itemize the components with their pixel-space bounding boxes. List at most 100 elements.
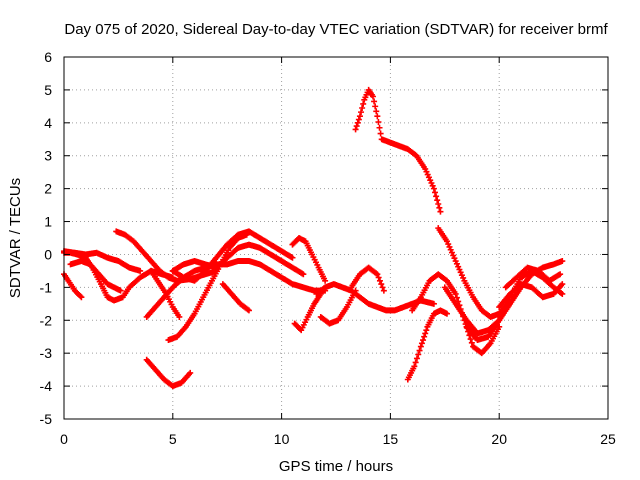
data-point [353, 123, 360, 130]
data-point [412, 359, 419, 366]
x-tick-labels: 0 5 10 15 20 25 [60, 431, 616, 447]
data-point [436, 204, 443, 211]
y-tick-label: -2 [40, 312, 53, 328]
series-track-8 [143, 356, 194, 390]
data-point [300, 271, 307, 278]
series-track-17 [348, 264, 387, 294]
y-tick-label: 0 [44, 246, 52, 262]
data-point [187, 369, 194, 376]
data-point [376, 277, 383, 284]
data-point [377, 130, 384, 137]
data-point [430, 300, 437, 307]
series-track-24 [496, 281, 566, 311]
series-track-3 [61, 271, 85, 301]
data-point [355, 116, 362, 123]
data-point [369, 93, 376, 100]
y-tick-label: -1 [40, 279, 53, 295]
data-point [378, 281, 385, 288]
data-point [422, 330, 429, 337]
series-track-12 [219, 281, 252, 314]
y-tick-label: 5 [44, 82, 52, 98]
data-point [437, 208, 444, 215]
y-tick-label: 1 [44, 214, 52, 230]
data-point [374, 271, 381, 278]
data-point [467, 336, 474, 343]
data-point [380, 287, 387, 294]
y-tick-label: -5 [40, 411, 53, 427]
data-point [435, 200, 442, 207]
data-point [375, 118, 382, 125]
data-point [176, 313, 183, 320]
series-track-4 [67, 258, 124, 294]
y-tick-label: 2 [44, 181, 52, 197]
data-point [78, 294, 85, 301]
data-point [411, 363, 418, 370]
data-point [379, 284, 386, 291]
data-point [356, 113, 363, 120]
y-tick-label: -3 [40, 345, 53, 361]
data-point [420, 337, 427, 344]
data-point [375, 274, 382, 281]
data-marks [61, 86, 566, 390]
data-point [559, 290, 566, 297]
chart-title: Day 075 of 2020, Sidereal Day-to-day VTE… [64, 21, 608, 38]
series-track-7 [148, 267, 183, 320]
y-tick-label: 4 [44, 115, 52, 131]
data-point [352, 126, 359, 133]
data-point [452, 290, 459, 297]
data-point [559, 281, 566, 288]
data-point [430, 185, 437, 192]
x-tick-label: 0 [60, 431, 68, 447]
series-track-6 [143, 258, 329, 320]
plot-frame [63, 56, 609, 420]
series-track-25 [502, 264, 564, 291]
data-point [245, 307, 252, 314]
axis-ticks [63, 56, 609, 420]
data-point [289, 254, 296, 261]
series-track-18 [352, 86, 444, 215]
data-point [416, 347, 423, 354]
data-point [423, 327, 430, 334]
data-point [421, 333, 428, 340]
x-tick-label: 25 [600, 431, 616, 447]
y-tick-label: 6 [44, 49, 52, 65]
data-point [415, 351, 422, 358]
x-tick-label: 10 [274, 431, 290, 447]
data-point [376, 124, 383, 131]
series-track-14 [289, 235, 329, 284]
y-tick-labels: -5 -4 -3 -2 -1 0 1 2 3 4 5 6 [40, 49, 53, 427]
data-point [433, 193, 440, 200]
data-point [559, 258, 566, 265]
data-point [371, 98, 378, 105]
data-point [443, 310, 450, 317]
data-point [372, 103, 379, 110]
data-point [352, 287, 359, 294]
x-tick-label: 15 [383, 431, 399, 447]
series-track-19 [404, 307, 450, 383]
data-point [557, 271, 564, 278]
x-axis-label: GPS time / hours [279, 458, 393, 475]
grid-lines [64, 57, 608, 419]
x-tick-label: 20 [491, 431, 507, 447]
data-point [413, 355, 420, 362]
data-point [418, 340, 425, 347]
data-point [360, 100, 367, 107]
data-point [322, 277, 329, 284]
data-point [359, 105, 366, 112]
data-point [137, 267, 144, 274]
data-point [358, 109, 365, 116]
series-track-16 [317, 287, 359, 327]
data-point [434, 197, 441, 204]
data-point [417, 343, 424, 350]
data-point [468, 339, 475, 346]
series-track-11 [169, 241, 307, 278]
data-point [432, 189, 439, 196]
series-track-15 [313, 281, 437, 314]
y-tick-label: -4 [40, 378, 53, 394]
data-point [374, 113, 381, 120]
data-point [77, 293, 84, 300]
data-point [354, 119, 361, 126]
y-axis-label: SDTVAR / TECUs [7, 178, 24, 298]
x-tick-label: 5 [169, 431, 177, 447]
